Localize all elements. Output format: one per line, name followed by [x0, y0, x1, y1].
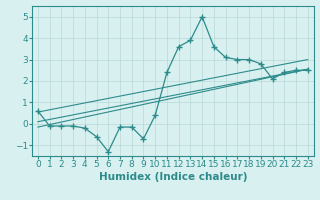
X-axis label: Humidex (Indice chaleur): Humidex (Indice chaleur) [99, 172, 247, 182]
